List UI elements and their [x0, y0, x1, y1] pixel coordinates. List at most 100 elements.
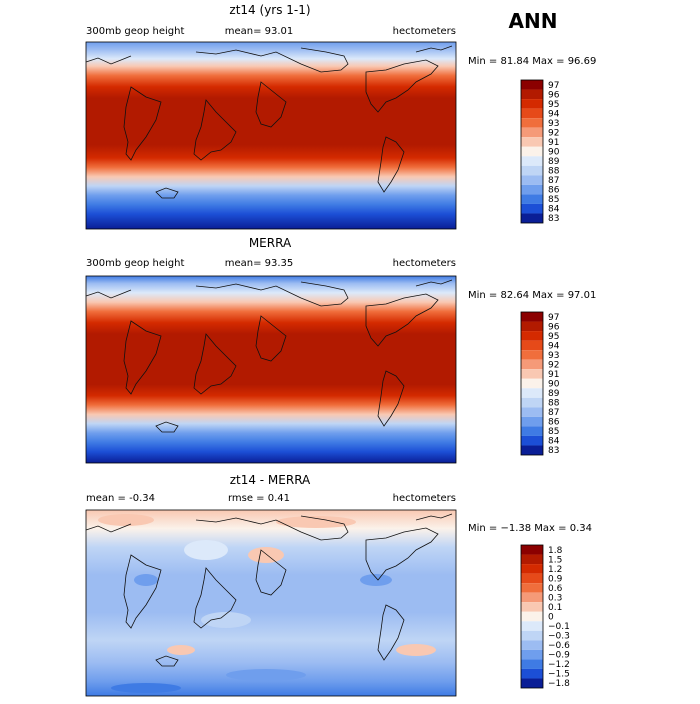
colorbar-swatch	[521, 545, 543, 555]
colorbar-swatch	[521, 331, 543, 341]
colorbar-border	[520, 544, 544, 689]
colorbar-tick-label: 96	[548, 90, 560, 100]
panel-3-units: hectometers	[393, 493, 456, 504]
panel-3: zt14 - MERRA mean = -0.34 rmse = 0.41 he…	[85, 473, 457, 697]
colorbar-tick-label: 84	[548, 205, 560, 215]
colorbar-swatch	[521, 668, 543, 679]
colorbar-tick-label: 92	[548, 128, 559, 138]
colorbar-swatch	[521, 611, 543, 622]
colorbar-swatch	[521, 312, 543, 322]
panel-1-variable: 300mb geop height	[86, 26, 184, 37]
colorbar-tick-label: 1.8	[548, 546, 563, 556]
colorbar-swatch	[521, 602, 543, 612]
colorbar-swatch	[521, 445, 543, 455]
colorbar-tick-label: 95	[548, 100, 559, 110]
colorbar-swatch	[521, 678, 543, 688]
colorbar-tick-label: −0.1	[548, 622, 570, 632]
colorbar-tick-label: 86	[548, 418, 560, 428]
colorbar-tick-label: 93	[548, 351, 559, 361]
colorbar-swatch	[521, 213, 543, 223]
colorbar-tick-label: −0.3	[548, 632, 570, 642]
colorbar-tick-label: 0.1	[548, 603, 562, 613]
colorbar-tick-label: 89	[548, 389, 560, 399]
panel-2-units: hectometers	[393, 258, 456, 269]
colorbar-swatch	[521, 397, 543, 408]
colorbar-swatch	[521, 573, 543, 584]
panel-2-minmax: Min = 82.64 Max = 97.01	[468, 290, 596, 301]
colorbar-swatch	[521, 659, 543, 669]
colorbar-swatch	[521, 640, 543, 650]
colorbar-tick-label: 91	[548, 370, 559, 380]
colorbar-tick-label: −0.6	[548, 641, 570, 651]
panel-3-coastlines	[85, 513, 453, 667]
panel-2-title: MERRA	[249, 236, 292, 250]
panel-2-variable: 300mb geop height	[86, 258, 184, 269]
colorbar-swatch	[521, 80, 543, 90]
colorbar-tick-label: −1.5	[548, 670, 570, 680]
panel-1-units: hectometers	[393, 26, 456, 37]
colorbar-tick-label: 86	[548, 186, 560, 196]
panel-1-title: zt14 (yrs 1-1)	[229, 3, 310, 17]
colorbar-swatch	[521, 165, 543, 176]
colorbar-swatch	[521, 435, 543, 446]
colorbar-tick-label: 0	[548, 613, 554, 623]
colorbar-tick-label: 93	[548, 119, 559, 129]
colorbar-swatch	[521, 416, 543, 427]
colorbar-tick-label: 1.2	[548, 565, 562, 575]
panel-3-field	[85, 509, 457, 697]
colorbar-swatch	[521, 649, 543, 660]
colorbar-tick-label: 85	[548, 427, 559, 437]
colorbar-tick-label: 0.6	[548, 584, 563, 594]
panel-2-mean: mean= 93.35	[225, 258, 294, 269]
colorbar-swatch	[521, 378, 543, 389]
panel-2-coastlines	[85, 279, 453, 433]
panel-2-field	[85, 275, 457, 464]
colorbar-swatch	[521, 137, 543, 147]
colorbar-tick-label: 89	[548, 157, 560, 167]
colorbar-swatch	[521, 407, 543, 417]
panel-1-minmax: Min = 81.84 Max = 96.69	[468, 56, 596, 67]
colorbar-tick-label: 92	[548, 360, 559, 370]
season-label: ANN	[509, 9, 558, 33]
colorbar-swatch	[521, 89, 543, 100]
colorbar-tick-label: 87	[548, 176, 559, 186]
panel-3-colorbar: 1.81.51.20.90.60.30.10−0.1−0.3−0.6−0.9−1…	[520, 544, 570, 689]
colorbar-tick-label: 84	[548, 437, 560, 447]
colorbar-swatch	[521, 127, 543, 138]
colorbar-swatch	[521, 592, 543, 603]
colorbar-tick-label: 88	[548, 167, 560, 177]
panel-2: MERRA 300mb geop height mean= 93.35 hect…	[85, 236, 457, 464]
colorbar-border	[520, 79, 544, 224]
panel-1-field	[85, 41, 457, 230]
colorbar-swatch	[521, 184, 543, 195]
colorbar-swatch	[521, 146, 543, 157]
colorbar-swatch	[521, 156, 543, 166]
colorbar-tick-label: 90	[548, 148, 560, 158]
colorbar-tick-label: 88	[548, 399, 560, 409]
colorbar-tick-label: 96	[548, 322, 560, 332]
panel-1: zt14 (yrs 1-1) 300mb geop height mean= 9…	[85, 3, 457, 230]
colorbar-swatch	[521, 369, 543, 379]
panel-3-minmax: Min = −1.38 Max = 0.34	[468, 523, 592, 534]
colorbar-tick-label: 94	[548, 341, 560, 351]
colorbar-swatch	[521, 554, 543, 565]
colorbar-tick-label: −0.9	[548, 651, 570, 661]
colorbar-tick-label: 90	[548, 380, 560, 390]
panel-3-title: zt14 - MERRA	[230, 473, 311, 487]
colorbar-tick-label: 87	[548, 408, 559, 418]
colorbar-swatch	[521, 99, 543, 109]
colorbar-tick-label: 97	[548, 313, 559, 323]
colorbar-swatch	[521, 118, 543, 128]
panel-3-anomaly-patches	[98, 514, 436, 693]
colorbar-swatch	[521, 350, 543, 360]
colorbar-swatch	[521, 321, 543, 332]
colorbar-border	[520, 311, 544, 456]
colorbar-swatch	[521, 203, 543, 214]
colorbar-swatch	[521, 359, 543, 370]
colorbar-tick-label: 0.9	[548, 574, 563, 584]
colorbar-swatch	[521, 630, 543, 641]
colorbar-tick-label: 91	[548, 138, 559, 148]
colorbar-tick-label: 83	[548, 214, 559, 224]
